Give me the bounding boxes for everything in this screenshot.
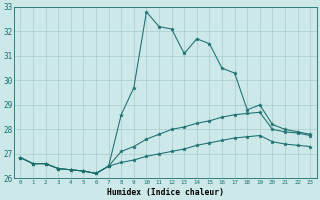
- X-axis label: Humidex (Indice chaleur): Humidex (Indice chaleur): [107, 188, 224, 197]
